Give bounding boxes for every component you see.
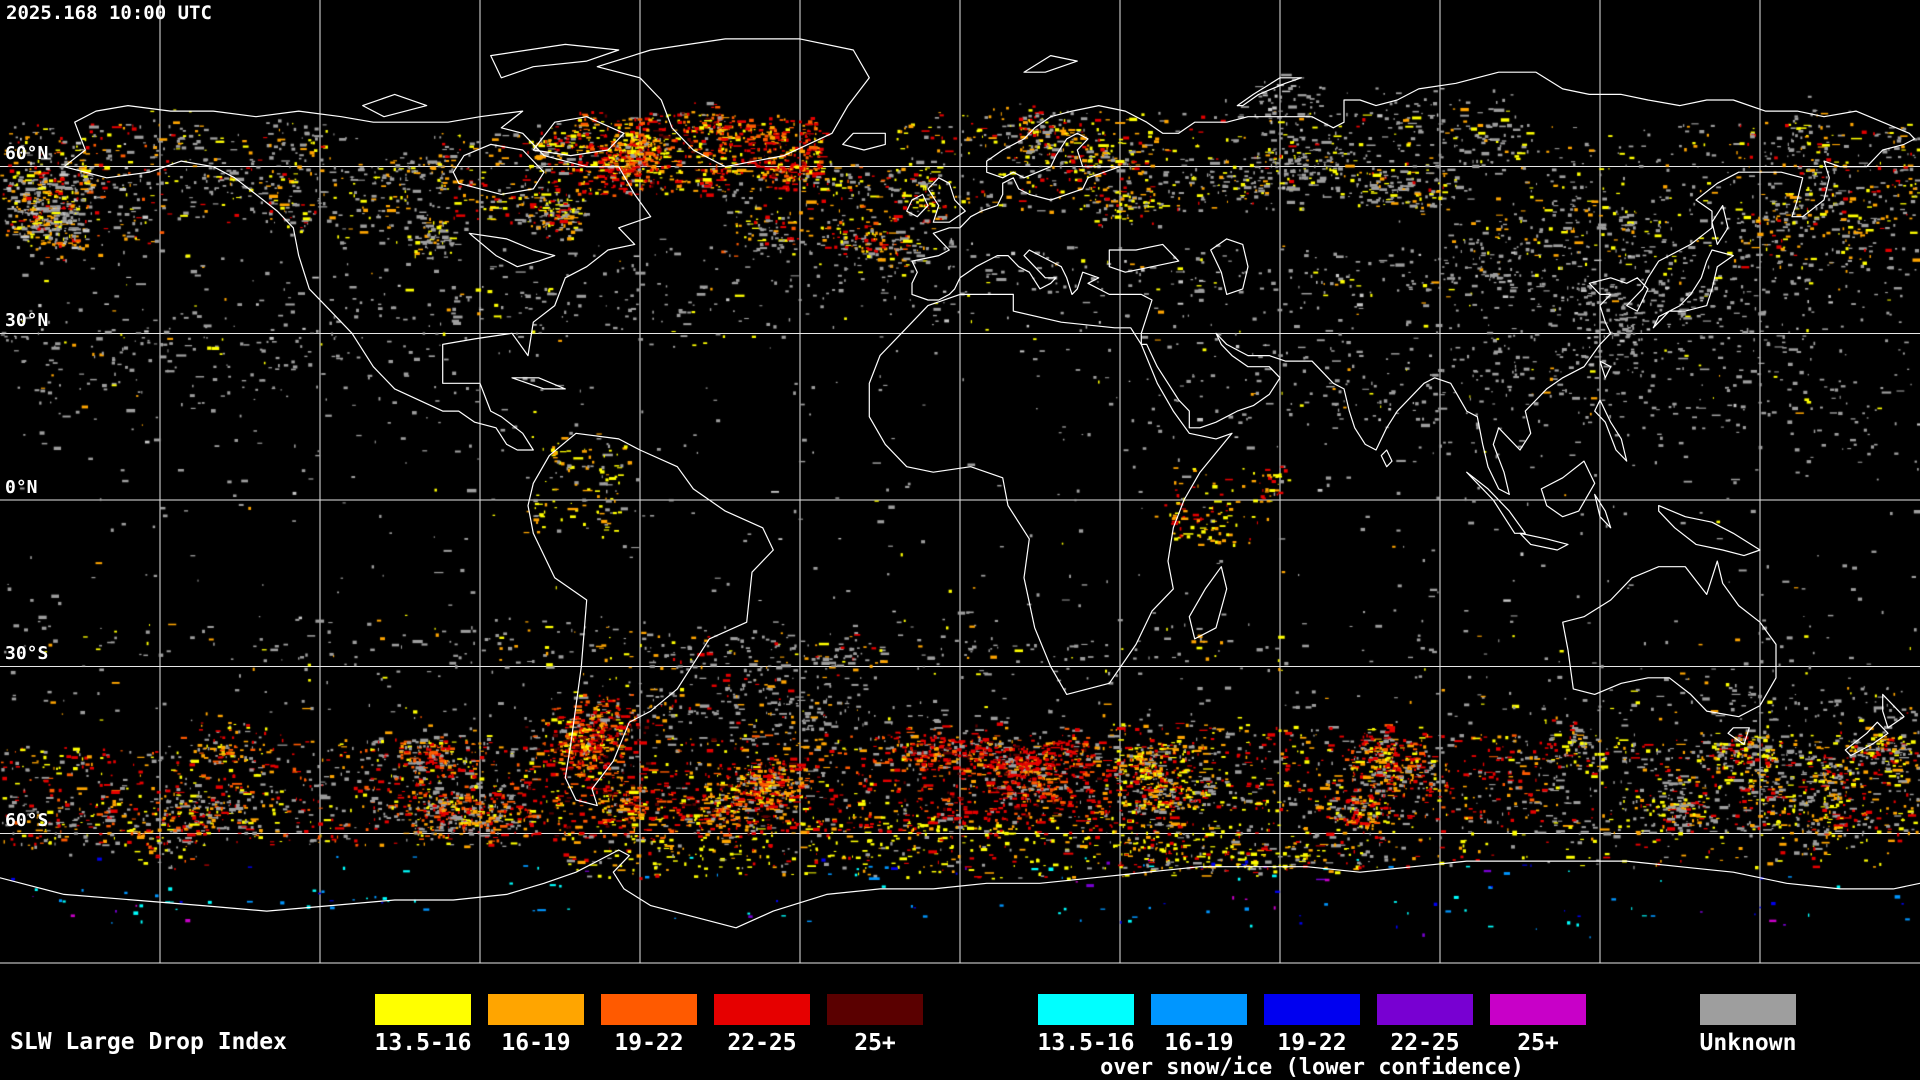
- snow-ice-swatch-label-4: 22-25: [1390, 1030, 1460, 1056]
- unknown-group: Unknown: [1700, 994, 1796, 1055]
- snow-ice-swatch-label-2: 16-19: [1164, 1030, 1234, 1056]
- main-scale-item-1: 13.5-16: [375, 994, 471, 1055]
- latitude-label-0n: 0°N: [5, 477, 38, 498]
- snow-ice-swatch-4: [1377, 994, 1473, 1025]
- main-swatch-label-4: 22-25: [727, 1030, 797, 1056]
- main-scale-item-3: 19-22: [601, 994, 697, 1055]
- snow-ice-item-2: 16-19: [1151, 994, 1247, 1055]
- latitude-label-30n: 30°N: [5, 310, 49, 331]
- snow-ice-swatch-3: [1264, 994, 1360, 1025]
- main-swatch-5: [827, 994, 923, 1025]
- main-scale-item-2: 16-19: [488, 994, 584, 1055]
- unknown-label: Unknown: [1699, 1030, 1797, 1056]
- latitude-label-60s: 60°S: [5, 810, 49, 831]
- snow-ice-swatch-label-3: 19-22: [1277, 1030, 1347, 1056]
- snow-ice-scale-group: 13.5-16 16-19 19-22 22-25 25+: [1038, 994, 1586, 1055]
- main-swatch-3: [601, 994, 697, 1025]
- unknown-swatch: [1700, 994, 1796, 1025]
- unknown-item: Unknown: [1700, 994, 1796, 1055]
- snow-ice-caption: over snow/ice (lower confidence): [1100, 1055, 1524, 1080]
- snow-ice-item-1: 13.5-16: [1038, 994, 1134, 1055]
- snow-ice-swatch-2: [1151, 994, 1247, 1025]
- latitude-label-60n: 60°N: [5, 143, 49, 164]
- snow-ice-item-4: 22-25: [1377, 994, 1473, 1055]
- snow-ice-item-5: 25+: [1490, 994, 1586, 1055]
- main-swatch-label-2: 16-19: [501, 1030, 571, 1056]
- legend-title: SLW Large Drop Index: [10, 1029, 287, 1055]
- main-swatch-2: [488, 994, 584, 1025]
- snow-ice-item-3: 19-22: [1264, 994, 1360, 1055]
- main-swatch-4: [714, 994, 810, 1025]
- main-scale-item-4: 22-25: [714, 994, 810, 1055]
- snow-ice-swatch-5: [1490, 994, 1586, 1025]
- timestamp: 2025.168 10:00 UTC: [6, 2, 212, 24]
- main-swatch-1: [375, 994, 471, 1025]
- latitude-label-30s: 30°S: [5, 643, 49, 664]
- snow-ice-swatch-label-5: 25+: [1517, 1030, 1559, 1056]
- main-scale-item-5: 25+: [827, 994, 923, 1055]
- main-swatch-label-1: 13.5-16: [374, 1030, 472, 1056]
- snow-ice-swatch-label-1: 13.5-16: [1037, 1030, 1135, 1056]
- snow-ice-swatch-1: [1038, 994, 1134, 1025]
- main-swatch-label-3: 19-22: [614, 1030, 684, 1056]
- main-swatch-label-5: 25+: [854, 1030, 896, 1056]
- main-scale-group: 13.5-16 16-19 19-22 22-25 25+: [375, 994, 923, 1055]
